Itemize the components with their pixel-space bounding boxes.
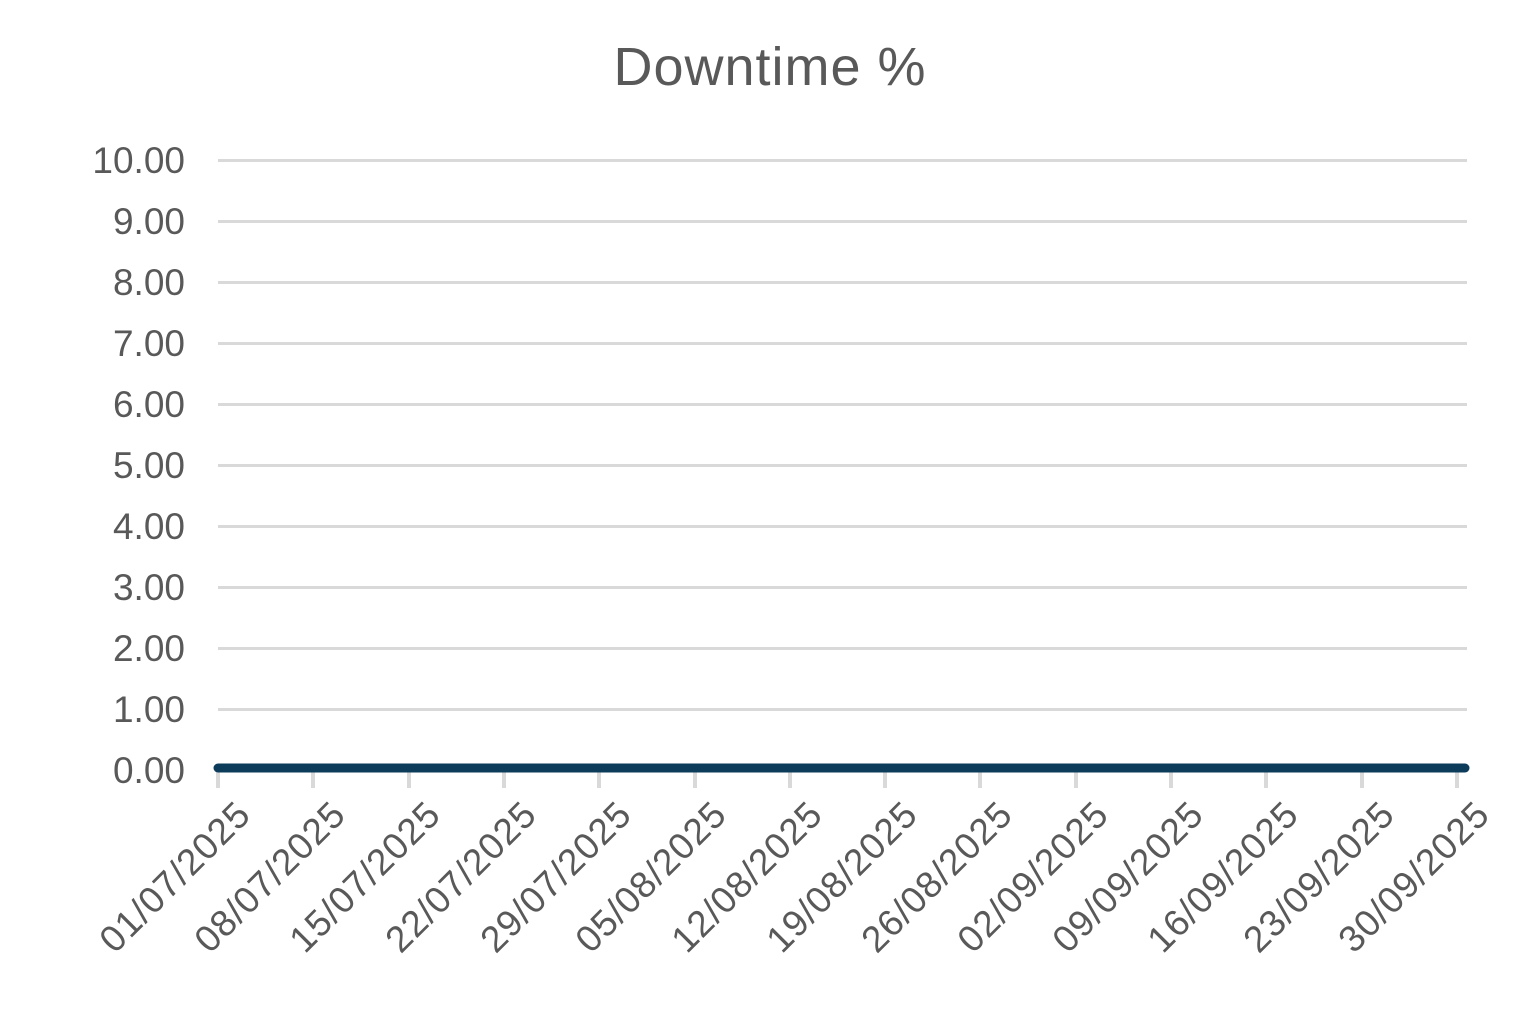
y-gridline (218, 159, 1467, 162)
y-gridline (218, 464, 1467, 467)
y-axis-label: 7.00 (112, 323, 185, 364)
x-axis-tick (597, 771, 602, 788)
x-axis-tick (1455, 771, 1459, 788)
y-gridline (218, 708, 1467, 711)
y-gridline (218, 525, 1467, 528)
x-axis-tick (1264, 771, 1269, 788)
x-axis-tick (883, 771, 888, 788)
x-axis-tick (216, 771, 220, 788)
x-axis-tick (1359, 771, 1364, 788)
y-gridline (218, 281, 1467, 284)
y-gridline (218, 403, 1467, 406)
y-axis-label: 8.00 (112, 262, 185, 303)
y-axis-label: 5.00 (112, 445, 185, 486)
y-axis-label: 2.00 (112, 628, 185, 669)
y-axis-label: 3.00 (112, 567, 185, 608)
x-axis-tick (978, 771, 983, 788)
x-axis-tick (501, 771, 506, 788)
y-axis-label: 10.00 (92, 140, 185, 181)
chart-title: Downtime % (613, 37, 927, 97)
x-axis-tick (311, 771, 316, 788)
y-gridline (218, 586, 1467, 589)
x-axis-tick (787, 771, 792, 788)
x-axis-tick (692, 771, 697, 788)
y-gridline (218, 647, 1467, 650)
x-axis-tick (1169, 771, 1174, 788)
y-axis-label: 9.00 (112, 201, 185, 242)
y-gridline (218, 220, 1467, 223)
x-axis-tick (406, 771, 411, 788)
y-axis-label: 0.00 (112, 750, 185, 791)
y-gridline (218, 342, 1467, 345)
y-axis-label: 4.00 (112, 506, 185, 547)
x-axis-tick (1073, 771, 1078, 788)
y-axis-label: 1.00 (112, 689, 185, 730)
y-axis-label: 6.00 (112, 384, 185, 425)
